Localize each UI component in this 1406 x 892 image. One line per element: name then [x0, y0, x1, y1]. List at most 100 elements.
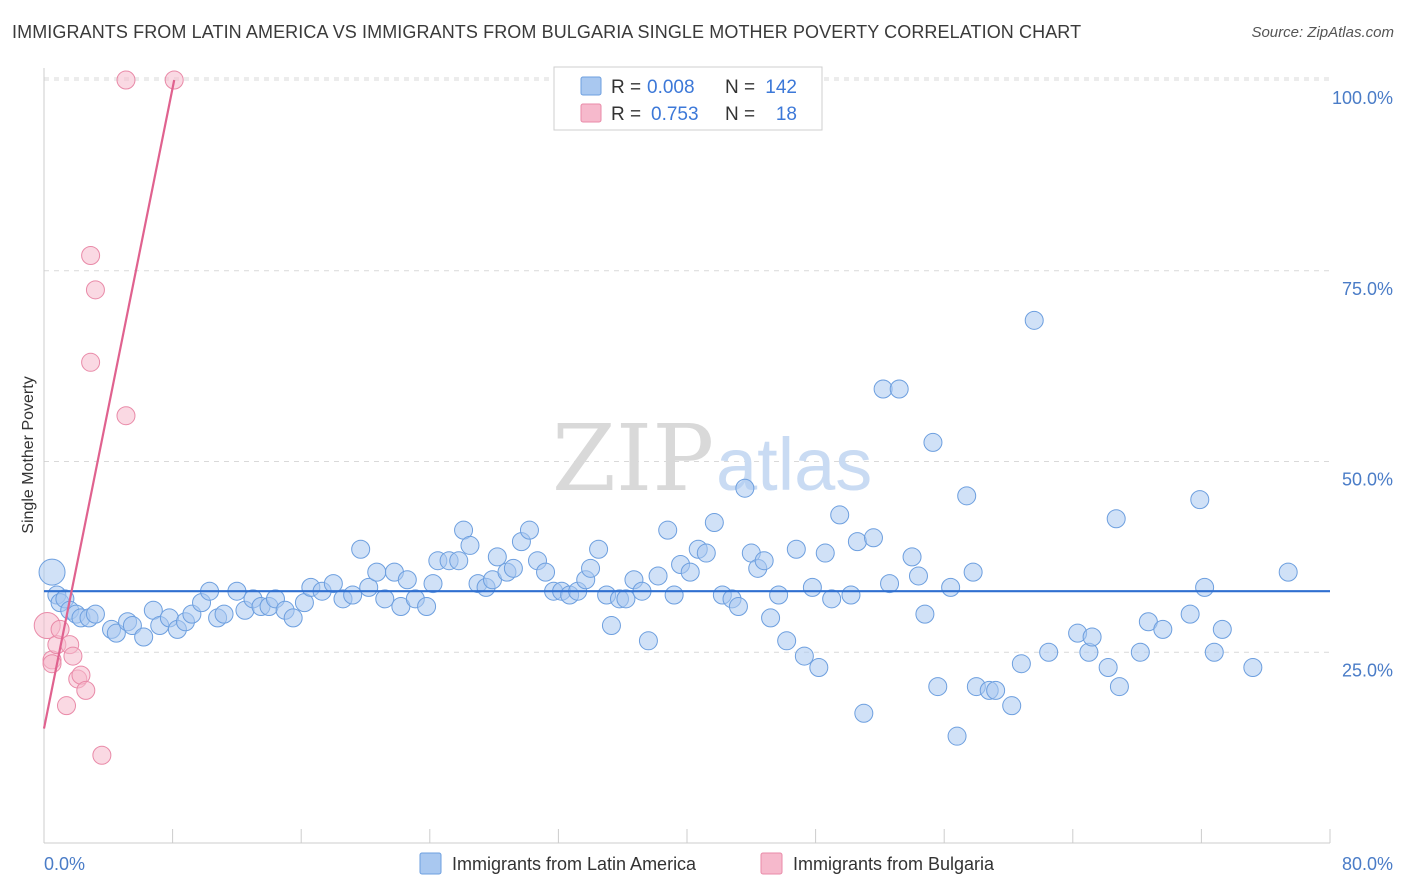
y-axis-label: Single Mother Poverty: [20, 376, 37, 533]
legend-swatch-latin-america: [580, 76, 602, 96]
point-latin-america-79: [664, 585, 684, 605]
point-latin-america-88: [735, 478, 755, 498]
point-bulgaria-11: [85, 280, 105, 300]
point-latin-america-101: [830, 505, 850, 525]
series-latin-america-points: [38, 310, 1298, 746]
legend-r-label-0: R =: [611, 77, 641, 98]
point-latin-america-128: [1098, 658, 1118, 678]
trend-lines: [42, 79, 1330, 729]
point-latin-america-99: [815, 543, 835, 563]
point-latin-america-10: [106, 623, 126, 643]
point-latin-america-122: [1011, 654, 1031, 674]
point-latin-america-110: [908, 566, 928, 586]
point-latin-america-95: [786, 539, 806, 559]
point-latin-america-77: [648, 566, 668, 586]
point-latin-america-123: [1024, 310, 1044, 330]
bottom-legend: Immigrants from Latin America Immigrants…: [419, 852, 995, 875]
legend-r-value-1: 0.753: [651, 104, 699, 125]
point-latin-america-68: [581, 558, 601, 578]
point-latin-america-44: [397, 570, 417, 590]
point-latin-america-13: [134, 627, 154, 647]
point-latin-america-120: [986, 680, 1006, 700]
point-latin-america-111: [915, 604, 935, 624]
legend-n-value-1: 18: [776, 104, 797, 125]
point-bulgaria-6: [63, 646, 83, 666]
point-latin-america-137: [1204, 642, 1224, 662]
legend-swatch-bulgaria: [580, 103, 602, 123]
watermark-zip: ZIP: [552, 405, 714, 512]
point-latin-america-115: [947, 726, 967, 746]
point-latin-america-124: [1039, 642, 1059, 662]
point-latin-america-56: [487, 547, 507, 567]
point-latin-america-84: [704, 513, 724, 533]
bottom-legend-swatch-latin-america: [419, 852, 442, 875]
point-latin-america-136: [1195, 577, 1215, 597]
point-latin-america-38: [351, 539, 371, 559]
point-latin-america-37: [343, 585, 363, 605]
point-latin-america-109: [902, 547, 922, 567]
point-latin-america-100: [822, 589, 842, 609]
series-bulgaria-points: [33, 70, 184, 765]
legend-r-value-0: 0.008: [647, 77, 695, 98]
point-latin-america-41: [375, 589, 395, 609]
bottom-legend-swatch-bulgaria: [760, 852, 783, 875]
point-latin-america-138: [1212, 619, 1232, 639]
point-latin-america-121: [1002, 696, 1022, 716]
point-latin-america-108: [889, 379, 909, 399]
point-latin-america-134: [1180, 604, 1200, 624]
x-tick-labels: 0.0% 80.0%: [44, 854, 1393, 874]
point-latin-america-73: [616, 589, 636, 609]
point-latin-america-35: [323, 574, 343, 594]
point-latin-america-103: [847, 532, 867, 552]
bottom-legend-label-bulgaria: Immigrants from Bulgaria: [793, 854, 995, 874]
trend-line-bulgaria: [42, 79, 176, 729]
point-latin-america-92: [761, 608, 781, 628]
point-latin-america-97: [802, 577, 822, 597]
chart-source: Source: ZipAtlas.com: [1251, 24, 1394, 41]
point-latin-america-117: [963, 562, 983, 582]
point-bulgaria-3: [50, 619, 70, 639]
y-tick-label-75: 75.0%: [1342, 279, 1393, 299]
point-latin-america-23: [214, 604, 234, 624]
y-tick-label-100: 100.0%: [1332, 88, 1393, 108]
point-latin-america-62: [536, 562, 556, 582]
y-tick-labels: 25.0% 50.0% 75.0% 100.0%: [1332, 88, 1393, 680]
point-latin-america-105: [863, 528, 883, 548]
point-latin-america-130: [1109, 677, 1129, 697]
point-latin-america-107: [880, 574, 900, 594]
point-latin-america-87: [728, 596, 748, 616]
point-latin-america-58: [503, 558, 523, 578]
point-bulgaria-9: [76, 680, 96, 700]
point-latin-america-50: [449, 551, 469, 571]
x-tick-label-max: 80.0%: [1342, 854, 1393, 874]
point-latin-america-40: [367, 562, 387, 582]
point-latin-america-31: [283, 608, 303, 628]
legend-n-value-0: 142: [765, 77, 797, 98]
y-tick-label-50: 50.0%: [1342, 470, 1393, 490]
point-latin-america-102: [841, 585, 861, 605]
point-latin-america-114: [941, 577, 961, 597]
point-latin-america-78: [658, 520, 678, 540]
point-bulgaria-14: [116, 406, 136, 426]
y-tick-label-25: 25.0%: [1342, 660, 1393, 680]
legend: R = 0.008 N = 142 R = 0.753 N = 18: [553, 66, 823, 131]
point-latin-america-135: [1190, 490, 1210, 510]
point-latin-america-60: [519, 520, 539, 540]
point-bulgaria-15: [116, 70, 136, 90]
chart-title: IMMIGRANTS FROM LATIN AMERICA VS IMMIGRA…: [12, 22, 1082, 42]
point-latin-america-127: [1082, 627, 1102, 647]
point-latin-america-12: [122, 616, 142, 636]
point-bulgaria-12: [81, 352, 101, 372]
point-latin-america-96: [794, 646, 814, 666]
point-latin-america-83: [696, 543, 716, 563]
legend-n-label-1: N =: [725, 104, 755, 125]
point-latin-america-98: [809, 658, 829, 678]
watermark: ZIP atlas: [552, 405, 872, 512]
point-bulgaria-4: [57, 696, 77, 716]
point-bulgaria-10: [81, 245, 101, 265]
point-latin-america-47: [423, 574, 443, 594]
point-latin-america-71: [601, 616, 621, 636]
point-latin-america-81: [680, 562, 700, 582]
point-latin-america-140: [1278, 562, 1298, 582]
